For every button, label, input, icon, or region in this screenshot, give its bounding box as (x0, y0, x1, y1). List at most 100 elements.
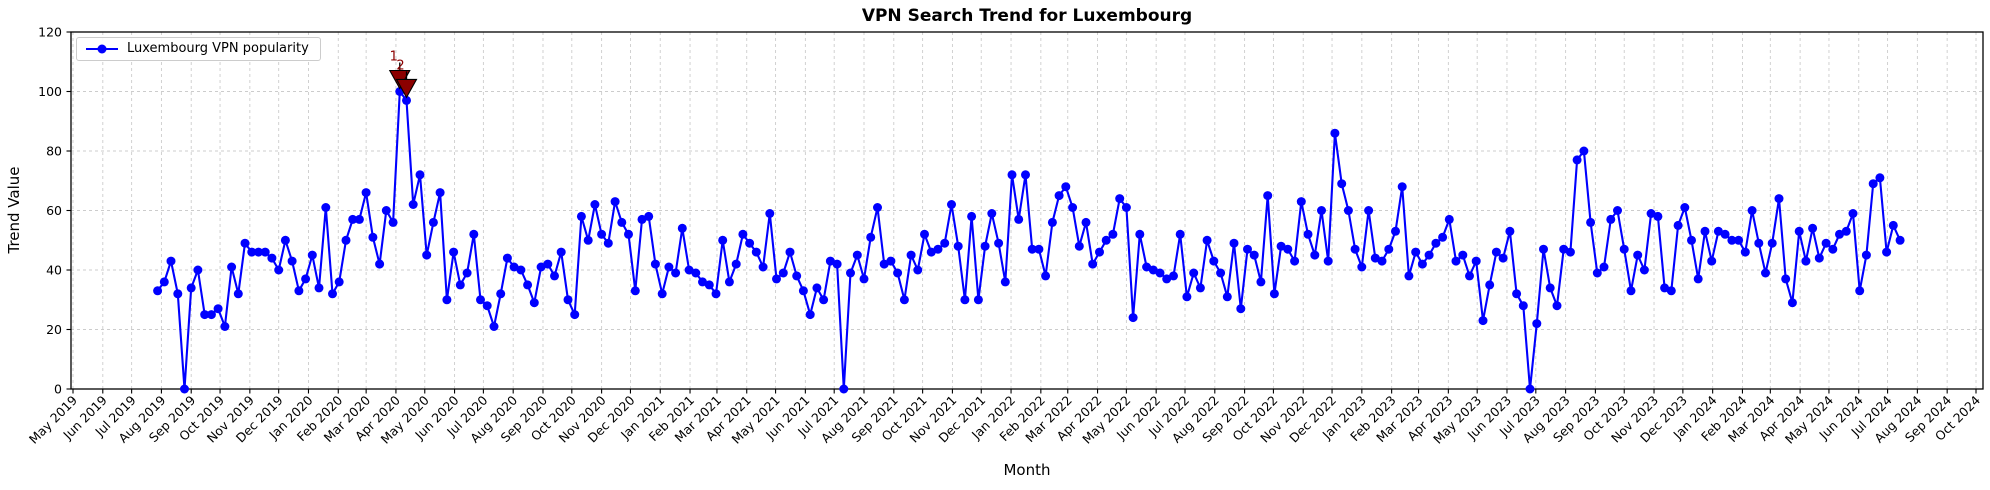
data-point (913, 265, 923, 275)
data-point (1061, 182, 1071, 192)
data-point (1451, 256, 1461, 266)
data-point (1713, 226, 1723, 236)
data-point (267, 253, 277, 263)
data-point (1639, 265, 1649, 275)
data-point (1249, 250, 1259, 260)
data-point (778, 268, 788, 278)
data-point (1310, 250, 1320, 260)
data-point (1633, 250, 1643, 260)
data-point (933, 244, 943, 254)
data-point (1848, 209, 1858, 218)
data-point (1727, 235, 1737, 245)
data-point (570, 310, 580, 320)
data-point (624, 229, 633, 239)
data-point (186, 283, 196, 293)
data-point (1391, 226, 1400, 236)
data-point (1195, 283, 1205, 293)
data-point (1074, 241, 1084, 251)
data-point (328, 289, 337, 299)
data-point (1586, 217, 1596, 227)
data-point (1182, 292, 1192, 302)
data-point (1868, 179, 1878, 189)
data-point (361, 188, 371, 198)
data-point (442, 295, 452, 305)
data-point (1027, 244, 1037, 254)
data-point (428, 217, 438, 227)
data-point (280, 235, 290, 245)
x-axis-label: Month (1003, 461, 1051, 479)
data-point (1835, 229, 1844, 239)
data-point (1653, 211, 1663, 221)
data-point (664, 262, 674, 272)
data-point (1236, 304, 1246, 314)
data-point (1323, 256, 1333, 266)
y-axis-label: Trend Value (5, 166, 23, 254)
data-point (159, 277, 169, 287)
data-point (1209, 256, 1219, 266)
data-point (556, 247, 566, 257)
data-point (1296, 197, 1306, 207)
data-point (274, 265, 284, 275)
data-point (1680, 203, 1690, 212)
data-point (1411, 247, 1421, 257)
data-point (1565, 247, 1575, 257)
data-point (449, 247, 459, 257)
data-point (563, 295, 573, 305)
data-point (314, 283, 324, 293)
data-point (415, 170, 425, 180)
data-point (1821, 238, 1831, 248)
data-point (940, 238, 950, 248)
data-point (523, 280, 533, 290)
data-point (1505, 226, 1515, 236)
data-point (1693, 274, 1703, 284)
data-point (671, 268, 681, 278)
data-point (805, 310, 815, 320)
data-point (1841, 226, 1851, 236)
data-point (839, 384, 849, 394)
data-point (1619, 244, 1629, 254)
data-point (1444, 214, 1454, 224)
data-point (785, 247, 795, 257)
data-point (193, 265, 203, 275)
data-point (1068, 203, 1078, 212)
data-point (489, 322, 499, 331)
data-point (1626, 286, 1636, 296)
data-point (920, 229, 929, 239)
data-point (1384, 244, 1394, 254)
data-point (866, 232, 876, 242)
data-point (650, 259, 660, 269)
data-point (610, 197, 620, 207)
data-point (476, 295, 485, 305)
data-point (1216, 268, 1226, 278)
data-point (381, 206, 391, 215)
data-point (1761, 268, 1770, 278)
data-point (220, 322, 230, 331)
data-point (227, 262, 237, 272)
data-point (906, 250, 916, 260)
data-point (1088, 259, 1098, 269)
data-point (1787, 298, 1797, 308)
data-point (1458, 250, 1468, 260)
chart-title: VPN Search Trend for Luxembourg (861, 6, 1193, 26)
data-point (879, 259, 889, 269)
data-point (1370, 253, 1380, 263)
data-point (1707, 256, 1717, 266)
plot-frame (70, 31, 1984, 390)
data-point (886, 256, 896, 266)
data-point (1357, 262, 1367, 272)
data-point (1397, 182, 1407, 192)
data-point (873, 203, 882, 212)
data-point (677, 223, 687, 233)
data-point (1095, 247, 1104, 257)
data-point (1175, 229, 1185, 239)
data-point (1000, 277, 1010, 287)
data-point (1747, 206, 1757, 215)
data-point (724, 277, 734, 287)
data-point (718, 235, 728, 245)
annotation-label: 1 (390, 50, 398, 65)
data-point (1532, 319, 1542, 329)
data-point (1700, 226, 1710, 236)
data-point (1162, 274, 1172, 284)
